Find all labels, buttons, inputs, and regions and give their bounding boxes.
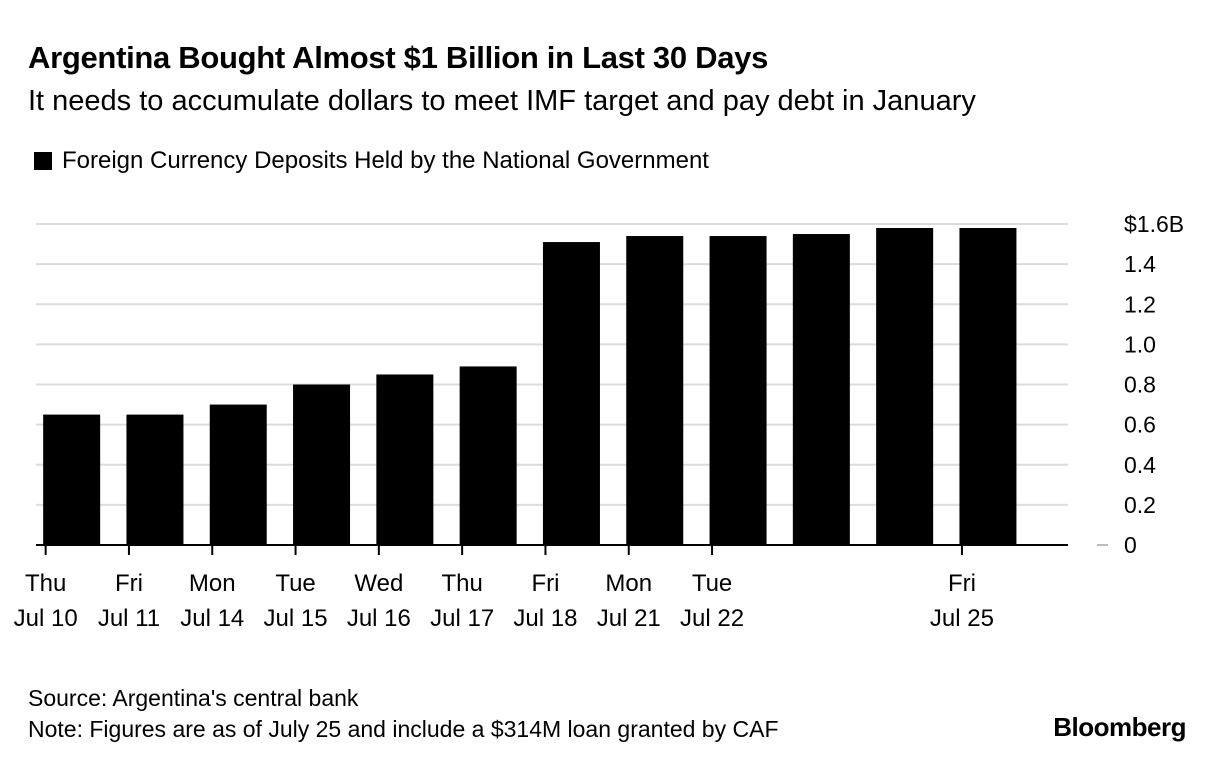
bar [209, 404, 267, 545]
bar [43, 414, 101, 545]
bar [126, 414, 184, 545]
bar [376, 374, 434, 545]
x-tick-label-date: Jul 10 [14, 605, 78, 632]
chart-title: Argentina Bought Almost $1 Billion in La… [28, 40, 769, 75]
x-tick-label-day: Fri [531, 570, 559, 597]
y-tick-label: 0.8 [1124, 372, 1156, 398]
y-tick-label: $1.6B [1124, 211, 1184, 237]
x-tick-label-day: Tue [692, 570, 732, 597]
bar [959, 228, 1017, 545]
x-tick-label-date: Jul 21 [597, 605, 661, 632]
x-tick-label-date: Jul 16 [347, 605, 411, 632]
legend-swatch [34, 152, 52, 170]
x-tick-label-date: Jul 25 [930, 605, 994, 632]
x-tick-label-date: Jul 14 [180, 605, 244, 632]
x-tick-label-day: Mon [189, 570, 236, 597]
x-tick-label-day: Wed [354, 570, 403, 597]
x-tick-label-date: Jul 11 [98, 605, 160, 632]
bar [542, 242, 600, 545]
x-tick-label-day: Thu [25, 570, 66, 597]
y-tick-label: 0.2 [1124, 492, 1156, 518]
y-tick-label: 0.6 [1124, 412, 1156, 438]
legend-label: Foreign Currency Deposits Held by the Na… [62, 147, 709, 174]
y-tick-label: 1.2 [1124, 291, 1156, 317]
footnote: Note: Figures are as of July 25 and incl… [28, 716, 779, 742]
x-tick-label-day: Fri [115, 570, 143, 597]
bar [876, 228, 934, 545]
x-tick-label-date: Jul 17 [430, 605, 494, 632]
x-tick-label-date: Jul 22 [680, 605, 744, 632]
bars [43, 228, 1017, 545]
bar [792, 234, 850, 545]
bar [293, 384, 351, 545]
bar [459, 366, 517, 545]
x-tick-label-date: Jul 18 [513, 605, 577, 632]
x-tick-label-date: Jul 15 [264, 605, 328, 632]
y-tick-label: 0 [1124, 532, 1137, 558]
y-tick-label: 1.4 [1124, 251, 1156, 277]
source-note: Source: Argentina's central bank [28, 685, 359, 711]
y-axis-labels: 0 0.2 0.4 0.6 0.8 1.0 1.2 1.4 $1.6B [1097, 211, 1184, 558]
legend: Foreign Currency Deposits Held by the Na… [34, 147, 709, 175]
chart-subtitle: It needs to accumulate dollars to meet I… [28, 85, 976, 117]
bloomberg-logo: Bloomberg [1053, 712, 1186, 742]
x-tick-label-day: Fri [948, 570, 976, 597]
x-tick-label-day: Tue [275, 570, 315, 597]
x-axis-labels: Thu Jul 10 Fri Jul 11 Mon Jul 14 Tue Jul 15 Wed J… [14, 570, 994, 632]
x-axis [36, 544, 1068, 555]
bar [626, 236, 684, 545]
y-tick-label: 1.0 [1124, 331, 1156, 357]
y-tick-label: 0.4 [1124, 452, 1156, 478]
x-tick-label-day: Mon [605, 570, 652, 597]
bar [709, 236, 767, 545]
x-tick-label-day: Thu [441, 570, 482, 597]
